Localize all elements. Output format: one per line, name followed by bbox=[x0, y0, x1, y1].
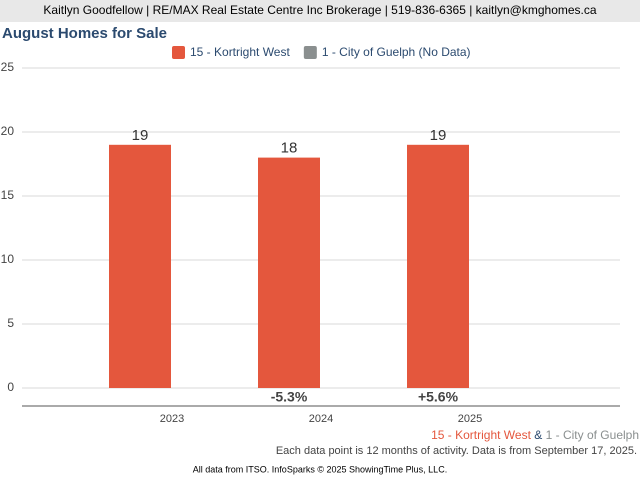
header-bar bbox=[0, 0, 640, 22]
y-tick-label: 0 bbox=[7, 380, 14, 394]
footer-area-1: 15 - Kortright West bbox=[431, 428, 531, 442]
footer-joiner: & bbox=[534, 428, 542, 442]
x-tick-label: 2023 bbox=[160, 413, 184, 425]
footer-areas: 15 - Kortright West & 1 - City of Guelph bbox=[431, 428, 639, 442]
legend-swatch bbox=[303, 46, 317, 59]
footer-note: Each data point is 12 months of activity… bbox=[276, 445, 637, 457]
x-tick-label: 2024 bbox=[309, 413, 333, 425]
value-label: 19 bbox=[132, 127, 149, 144]
header: Kaitlyn Goodfellow | RE/MAX Real Estate … bbox=[43, 3, 596, 17]
y-tick-label: 15 bbox=[1, 188, 15, 202]
footer-area-2: 1 - City of Guelph bbox=[546, 428, 639, 442]
legend-label: 15 - Kortright West bbox=[190, 45, 290, 59]
change-label: +5.6% bbox=[418, 389, 459, 405]
y-tick-label: 5 bbox=[7, 316, 14, 330]
chart-title: August Homes for Sale bbox=[2, 25, 167, 42]
bar bbox=[258, 157, 320, 388]
y-tick-label: 25 bbox=[1, 60, 15, 74]
legend-swatch bbox=[172, 46, 185, 59]
legend-label: 1 - City of Guelph (No Data) bbox=[322, 45, 471, 59]
value-label: 19 bbox=[430, 127, 447, 144]
bar bbox=[109, 144, 171, 388]
y-tick-label: 10 bbox=[1, 252, 15, 266]
legend: 15 - Kortright West 1 - City of Guelph (N… bbox=[172, 45, 471, 59]
footer-credit: All data from ITSO. InfoSparks © 2025 Sh… bbox=[193, 464, 447, 474]
y-tick-label: 20 bbox=[1, 124, 15, 138]
bar bbox=[407, 144, 469, 388]
value-label: 18 bbox=[281, 140, 298, 157]
x-tick-label: 2025 bbox=[458, 413, 482, 425]
change-label: -5.3% bbox=[271, 389, 308, 405]
